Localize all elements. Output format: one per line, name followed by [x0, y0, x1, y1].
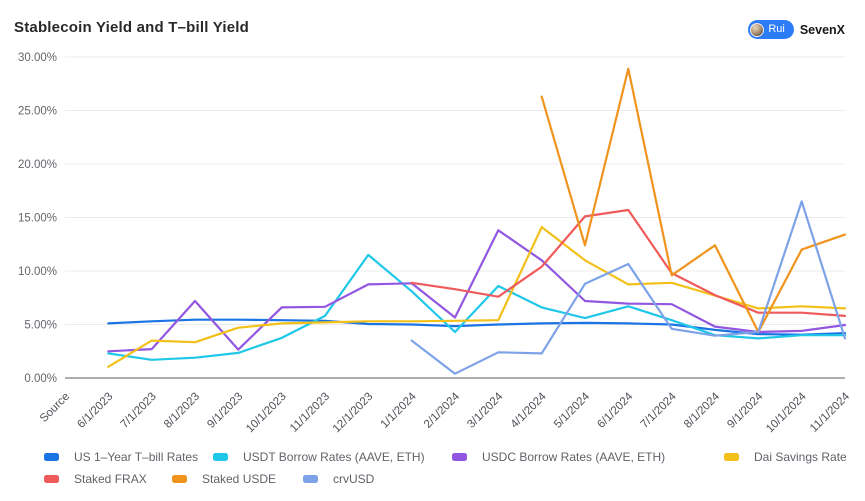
legend-item-crvusd[interactable]: crvUSD [303, 472, 374, 486]
x-axis-label: 10/1/2023 [244, 391, 289, 436]
y-axis-label: 30.00% [18, 52, 57, 64]
author-pill[interactable]: Rui [748, 20, 794, 39]
series-line-us-1-year-t-bill-rates [107, 318, 847, 336]
x-axis-label: 1/1/2024 [379, 390, 420, 431]
x-axis-label: 5/1/2024 [552, 390, 593, 431]
x-axis-label: 12/1/2023 [331, 391, 376, 436]
x-axis-label: 7/1/2023 [119, 391, 159, 431]
legend-label: crvUSD [333, 472, 375, 486]
x-axis-label: 10/1/2024 [764, 390, 809, 435]
x-axis-label: 4/1/2024 [509, 390, 550, 431]
x-axis-label: 2/1/2024 [422, 390, 463, 431]
x-axis-label: 11/1/2024 [808, 390, 852, 434]
series-line-staked-usde [540, 67, 847, 334]
x-axis-label: 7/1/2024 [639, 390, 680, 431]
series-line-staked-frax [410, 208, 847, 317]
y-axis-label: 10.00% [18, 266, 57, 278]
legend-swatch-crvusd [303, 475, 318, 483]
org-name: SevenX [799, 22, 845, 37]
series-line-crvusd [410, 200, 847, 375]
legend-item-dai-savings-rate[interactable]: Dai Savings Rate [724, 450, 847, 464]
legend-swatch-dai-savings-rate [724, 453, 739, 461]
legend-item-us-1-year-t-bill-rates[interactable]: US 1–Year T–bill Rates [44, 450, 198, 464]
legend-item-staked-frax[interactable]: Staked FRAX [44, 472, 147, 486]
legend-swatch-us-1-year-t-bill-rates [44, 453, 59, 461]
author-avatar-icon [750, 22, 765, 37]
legend-label: US 1–Year T–bill Rates [74, 450, 199, 464]
page-title: Stablecoin Yield and T–bill Yield [14, 19, 249, 36]
series-line-dai-savings-rate [107, 226, 847, 368]
legend-swatch-staked-frax [44, 475, 59, 483]
x-axis-label: 8/1/2024 [682, 390, 723, 431]
y-axis-label: 25.00% [18, 106, 57, 118]
x-axis-label: 8/1/2023 [162, 391, 202, 431]
y-axis-label: 20.00% [18, 159, 57, 171]
brand-badge: Rui SevenX [748, 20, 845, 39]
y-axis-label: 15.00% [18, 213, 57, 225]
x-axis-label: 9/1/2024 [725, 390, 766, 431]
legend-swatch-usdt-borrow-rates-aave-eth [213, 453, 228, 461]
legend-swatch-staked-usde [172, 475, 187, 483]
x-axis-label: 3/1/2024 [465, 390, 506, 431]
legend-label: Staked USDE [202, 472, 277, 486]
x-axis-label: 6/1/2024 [595, 390, 636, 431]
x-axis-label: 9/1/2023 [205, 391, 245, 431]
legend-swatch-usdc-borrow-rates-aave-eth [452, 453, 467, 461]
series-line-usdc-borrow-rates-aave-eth [107, 229, 847, 353]
legend-label: USDC Borrow Rates (AAVE, ETH) [482, 450, 666, 464]
y-axis-label: 5.00% [24, 320, 57, 332]
x-axis-label: Source [38, 391, 72, 425]
y-axis-label: 0.00% [24, 373, 57, 385]
legend-label: Staked FRAX [74, 472, 147, 486]
legend-item-usdt-borrow-rates-aave-eth[interactable]: USDT Borrow Rates (AAVE, ETH) [213, 450, 425, 464]
author-name: Rui [768, 23, 785, 35]
legend-label: USDT Borrow Rates (AAVE, ETH) [243, 450, 425, 464]
x-axis-label: 6/1/2023 [75, 391, 115, 431]
legend-item-usdc-borrow-rates-aave-eth[interactable]: USDC Borrow Rates (AAVE, ETH) [452, 450, 665, 464]
legend-label: Dai Savings Rate [754, 450, 847, 464]
x-axis-label: 11/1/2023 [288, 391, 332, 435]
legend-item-staked-usde[interactable]: Staked USDE [172, 472, 276, 486]
